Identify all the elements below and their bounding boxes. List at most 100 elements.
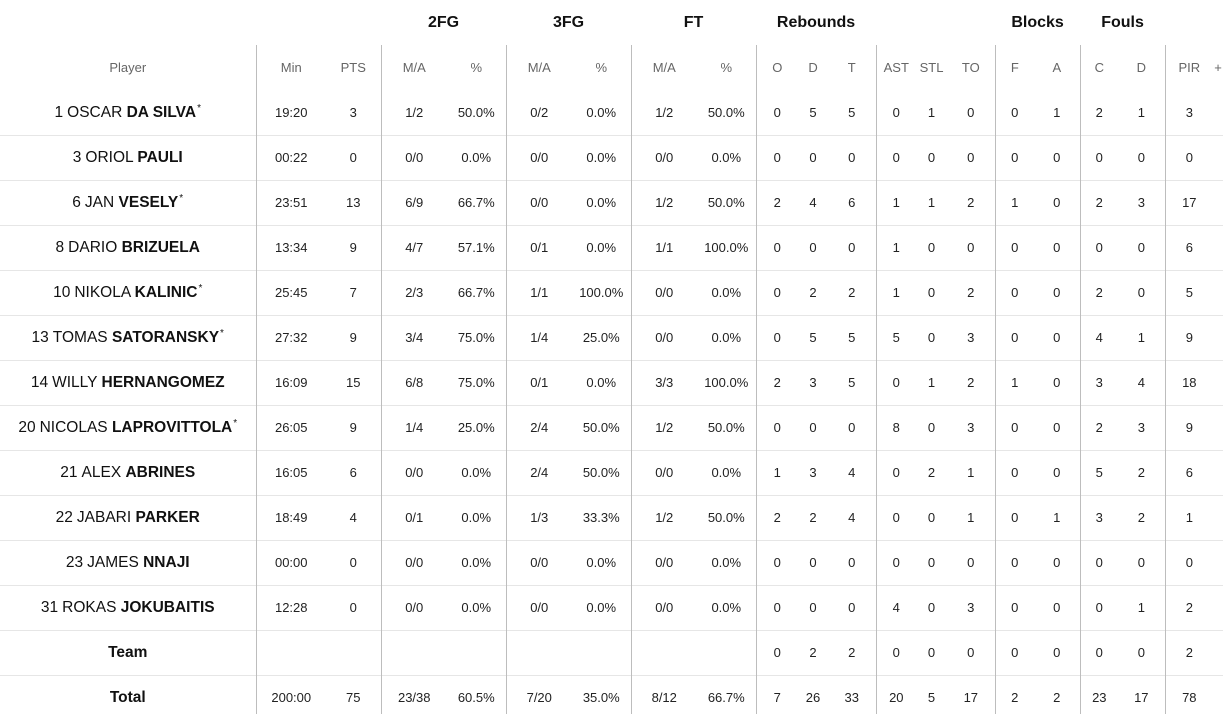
stat-fg2-pct: 25.0% [447,404,506,450]
column-header-pir[interactable]: PIR [1164,45,1214,90]
player-name-cell[interactable]: 14 WILLY HERNANGOMEZ [0,359,256,405]
stat-ft-ma [630,629,697,675]
stat-stl: 0 [916,494,948,540]
stat-reb-o: 0 [755,584,799,630]
column-header-3fg-ma[interactable]: M/A [505,45,572,90]
stat-pir: 17 [1164,179,1214,225]
stat-blk-f: 0 [994,224,1035,270]
player-row[interactable]: 21 ALEX ABRINES 16:05 6 0/0 0.0% 2/4 50.0% 0/0 0.… [0,449,1223,495]
stat-fg2-pct: 0.0% [447,539,506,585]
stat-fg3-pct: 100.0% [572,269,631,315]
column-header-2fg-pct[interactable]: % [470,60,483,75]
player-row[interactable]: 23 JAMES NNAJI 00:00 0 0/0 0.0% 0/0 0.0% 0/0 0.0%… [0,539,1223,585]
stat-reb-t: 33 [828,674,877,714]
player-row[interactable]: 20 NICOLAS LAPROVITTOLA* 26:05 9 1/4 25.0% 2/4… [0,404,1223,450]
column-header-reb-d[interactable]: D [808,60,818,75]
stat-pir: 9 [1164,404,1214,450]
stat-reb-d: 0 [798,404,829,450]
player-row[interactable]: 1 OSCAR DA SILVA* 19:20 3 1/2 50.0% 0/2 0.0% 1/2… [0,90,1223,135]
column-header-ft-ma[interactable]: M/A [630,45,697,90]
column-header-reb-t[interactable]: T [847,60,856,75]
player-row[interactable]: 10 NIKOLA KALINIC* 25:45 7 2/3 66.7% 1/1 100.0%… [0,269,1223,315]
stat-pir: 18 [1164,359,1214,405]
stat-foul-d: 1 [1118,314,1166,360]
column-header-ft-pct[interactable]: % [720,60,733,75]
stat-reb-d: 5 [809,104,817,120]
stat-foul-c: 0 [1079,539,1119,585]
stat-blk-a: 0 [1034,134,1081,180]
column-header-blk-a[interactable]: A [1052,60,1062,75]
player-name-cell[interactable]: 20 NICOLAS LAPROVITTOLA* [0,404,256,450]
stat-to: 0 [947,539,996,585]
player-number: 13 [31,329,49,347]
player-row[interactable]: 31 ROKAS JOKUBAITIS 12:28 0 0/0 0.0% 0/0 0.0% 0/… [0,584,1223,630]
player-name-cell[interactable]: 13 TOMAS SATORANSKY* [0,314,256,360]
column-header-ast[interactable]: AST [875,45,917,90]
player-number: 8 [55,238,65,256]
stat-blk-a: 0 [1034,359,1081,405]
player-name-cell[interactable]: 22 JABARI PARKER [0,494,256,540]
player-name-cell[interactable]: 31 ROKAS JOKUBAITIS [0,584,256,630]
player-row[interactable]: 14 WILLY HERNANGOMEZ 16:09 15 6/8 75.0% 0/1 0.0… [0,359,1223,405]
player-last-name: KALINIC [134,284,198,302]
stat-min: 16:09 [255,359,326,405]
player-number: 10 [53,284,71,302]
stat-foul-d: 2 [1118,494,1166,540]
stat-pts: 4 [326,494,381,540]
team-row-label: Team [0,629,256,675]
stat-blk-a: 0 [1034,584,1081,630]
column-header-min[interactable]: Min [255,45,326,90]
stat-min: 00:00 [255,539,326,585]
stat-to: 3 [947,404,996,450]
player-first-name: ALEX [81,463,122,481]
player-name-cell[interactable]: 6 JAN VESELY* [0,179,256,225]
column-header-to[interactable]: TO [961,60,980,75]
stat-foul-c: 2 [1079,404,1119,450]
player-row[interactable]: 3 ORIOL PAULI 00:22 0 0/0 0.0% 0/0 0.0% 0/0 0.0% 0… [0,134,1223,180]
column-header-foul-c[interactable]: C [1079,45,1119,90]
player-row[interactable]: 8 DARIO BRIZUELA 13:34 9 4/7 57.1% 0/1 0.0% 1/1 1… [0,224,1223,270]
player-name-cell[interactable]: 10 NIKOLA KALINIC* [0,269,256,315]
team-row: Team 0 2 2 0 0 0 0 0 0 0 2 [0,629,1223,675]
player-last-name: LAPROVITTOLA [111,419,233,437]
stat-pir: 6 [1164,224,1214,270]
player-row[interactable]: 6 JAN VESELY* 23:51 13 6/9 66.7% 0/0 0.0% 1/2 50.… [0,179,1223,225]
group-header-3fg: 3FG [552,13,585,31]
stat-blk-a: 0 [1034,449,1081,495]
player-row[interactable]: 22 JABARI PARKER 18:49 4 0/1 0.0% 1/3 33.3% 1/2 5… [0,494,1223,540]
column-header-pts[interactable]: PTS [340,60,366,75]
player-name-cell[interactable]: 23 JAMES NNAJI [0,539,256,585]
stat-reb-o: 0 [755,134,799,180]
column-header-reb-o[interactable]: O [755,45,799,90]
stat-ast: 0 [875,539,917,585]
stat-ast: 1 [875,224,917,270]
column-header-2fg-ma[interactable]: M/A [380,45,447,90]
stat-fg2-ma: 2/3 [380,269,447,315]
stat-ft-pct: 100.0% [697,359,757,405]
player-name-cell[interactable]: 21 ALEX ABRINES [0,449,256,495]
player-row[interactable]: 13 TOMAS SATORANSKY* 27:32 9 3/4 75.0% 1/4 25.0… [0,314,1223,360]
stat-min: 26:05 [255,404,326,450]
trailing-cell [1213,629,1223,675]
player-name-cell[interactable]: 3 ORIOL PAULI [0,134,256,180]
stat-blk-f: 0 [994,90,1035,135]
stat-ft-pct: 0.0% [697,134,757,180]
stat-fg3-pct: 0.0% [572,179,631,225]
more-columns-toggle[interactable]: + [1214,60,1222,75]
stat-blk-a: 0 [1034,224,1081,270]
column-header-player[interactable]: Player [109,60,147,75]
column-header-blk-f[interactable]: F [994,45,1035,90]
player-name-cell[interactable]: 1 OSCAR DA SILVA* [0,90,256,135]
player-name-cell[interactable]: 8 DARIO BRIZUELA [0,224,256,270]
stat-foul-d: 3 [1118,404,1166,450]
column-header-foul-d[interactable]: D [1136,60,1146,75]
stat-reb-o: 2 [755,494,799,540]
stat-stl: 0 [916,539,948,585]
stat-stl: 0 [916,404,948,450]
column-header-3fg-pct[interactable]: % [595,60,608,75]
player-last-name: DA SILVA [126,103,197,121]
stat-ft-ma: 1/2 [630,179,697,225]
column-header-stl[interactable]: STL [919,60,944,75]
player-number: 3 [72,148,82,166]
stat-pts: 0 [326,134,381,180]
